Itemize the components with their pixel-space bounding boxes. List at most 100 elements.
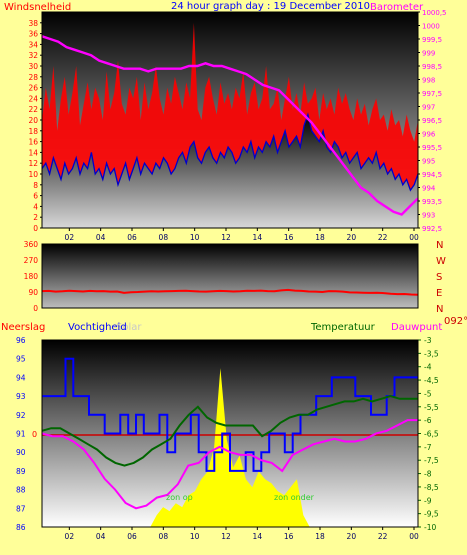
x-tick-label: 02 bbox=[65, 532, 75, 541]
direction-tick-label: 360 bbox=[24, 240, 39, 249]
barometer-tick-label: 998 bbox=[422, 77, 435, 85]
temperature-tick-label: -9,5 bbox=[424, 510, 439, 519]
panel-humidity-temperature: 86 87 88 89 90 91 92 93 94 95 96 -3 -3,5 -4 -4,5 -5 -5,5… bbox=[16, 336, 439, 541]
temperature-tick-label: -5,5 bbox=[424, 403, 439, 412]
barometer-tick-label: 996 bbox=[422, 131, 436, 139]
windspeed-tick-label: 22 bbox=[28, 105, 38, 114]
x-tick-label: 18 bbox=[315, 233, 325, 242]
compass-label: S bbox=[436, 272, 442, 283]
windspeed-tick-label: 30 bbox=[28, 62, 38, 71]
temperature-label: Temperatuur bbox=[310, 322, 376, 333]
direction-tick-label: 270 bbox=[24, 256, 39, 265]
temperature-tick-label: -7 bbox=[424, 443, 432, 452]
windspeed-tick-label: 10 bbox=[28, 170, 38, 179]
x-tick-label: 20 bbox=[347, 233, 357, 242]
windspeed-tick-label: 8 bbox=[33, 181, 38, 190]
humidity-label: Vochtigheid bbox=[68, 322, 127, 333]
x-tick-label: 16 bbox=[284, 532, 294, 541]
temperature-tick-label: -9 bbox=[424, 496, 432, 505]
humidity-tick-label: 86 bbox=[16, 523, 26, 532]
windspeed-axis-label: Windsnelheid bbox=[4, 2, 71, 13]
x-tick-label: 06 bbox=[127, 233, 137, 242]
compass-label: N bbox=[436, 304, 443, 315]
barometer-tick-label: 995,5 bbox=[422, 144, 442, 152]
plot-area-wind-direction bbox=[42, 244, 418, 308]
windspeed-tick-label: 14 bbox=[28, 148, 38, 157]
x-tick-label: 16 bbox=[284, 233, 294, 242]
barometer-tick-label: 997 bbox=[422, 104, 435, 112]
panel-wind-barometer: 02468101214161820222426283032343638992,5… bbox=[28, 9, 446, 242]
barometer-tick-label: 993 bbox=[422, 212, 435, 220]
windspeed-tick-label: 28 bbox=[28, 73, 38, 82]
barometer-tick-label: 999,5 bbox=[422, 36, 442, 44]
humidity-tick-label: 95 bbox=[16, 355, 26, 364]
barometer-tick-label: 997,5 bbox=[422, 90, 442, 98]
direction-tick-label: 0 bbox=[33, 304, 38, 313]
windspeed-tick-label: 32 bbox=[28, 51, 38, 60]
humidity-tick-label: 93 bbox=[16, 392, 26, 401]
barometer-tick-label: 993,5 bbox=[422, 198, 442, 206]
humidity-tick-label: 90 bbox=[16, 448, 26, 457]
windspeed-average-line bbox=[41, 112, 419, 192]
x-tick-label: 22 bbox=[378, 233, 388, 242]
x-tick-label: 04 bbox=[96, 532, 106, 541]
solar-area bbox=[42, 368, 418, 527]
x-tick-label: 14 bbox=[253, 532, 263, 541]
windspeed-lower-fill bbox=[42, 114, 418, 228]
barometer-tick-label: 998,5 bbox=[422, 63, 442, 71]
barometer-tick-label: 996,5 bbox=[422, 117, 442, 125]
temperature-tick-label: -10 bbox=[424, 523, 436, 532]
compass-label: N bbox=[436, 240, 443, 251]
x-tick-label: 02 bbox=[65, 233, 75, 242]
x-tick-label: 10 bbox=[190, 233, 200, 242]
humidity-tick-label: 94 bbox=[16, 373, 26, 382]
x-tick-label: 00 bbox=[409, 532, 419, 541]
temperature-tick-label: -8 bbox=[424, 470, 432, 479]
windspeed-tick-label: 38 bbox=[28, 19, 38, 28]
humidity-tick-label: 91 bbox=[16, 430, 26, 439]
barometer-tick-label: 994,5 bbox=[422, 171, 442, 179]
x-tick-label: 10 bbox=[190, 532, 200, 541]
dewpoint-line bbox=[41, 419, 418, 510]
windspeed-tick-label: 36 bbox=[28, 30, 38, 39]
wind-direction-readout: 092° bbox=[444, 316, 467, 327]
windspeed-tick-label: 20 bbox=[28, 116, 38, 125]
x-tick-label: 08 bbox=[159, 233, 169, 242]
plot-frame bbox=[41, 339, 419, 528]
humidity-tick-label: 92 bbox=[16, 411, 26, 420]
humidity-tick-label: 89 bbox=[16, 467, 26, 476]
windspeed-tick-label: 12 bbox=[28, 159, 38, 168]
temperature-tick-label: -7,5 bbox=[424, 456, 439, 465]
humidity-tick-label: 96 bbox=[16, 336, 26, 345]
windspeed-tick-label: 18 bbox=[28, 127, 38, 136]
barometer-axis-label: Barometer bbox=[370, 2, 424, 13]
windspeed-tick-label: 2 bbox=[33, 213, 38, 222]
x-tick-label: 22 bbox=[378, 532, 388, 541]
temperature-tick-label: -8,5 bbox=[424, 483, 439, 492]
barometer-line bbox=[41, 35, 419, 216]
temperature-tick-label: -3 bbox=[424, 336, 432, 345]
x-tick-label: 06 bbox=[127, 532, 137, 541]
x-tick-label: 00 bbox=[409, 233, 419, 242]
barometer-tick-label: 995 bbox=[422, 158, 435, 166]
rain-value: 0 bbox=[32, 430, 37, 439]
sunset-label: zon onder bbox=[274, 493, 315, 502]
temperature-tick-label: -5 bbox=[424, 389, 432, 398]
temperature-tick-label: -6,5 bbox=[424, 430, 439, 439]
windspeed-tick-label: 6 bbox=[33, 192, 38, 201]
temperature-tick-label: -4,5 bbox=[424, 376, 439, 385]
compass-label: W bbox=[436, 256, 446, 267]
barometer-tick-label: 994 bbox=[422, 185, 436, 193]
barometer-tick-label: 1000 bbox=[422, 23, 440, 31]
humidity-line bbox=[42, 357, 418, 472]
x-tick-label: 14 bbox=[253, 233, 263, 242]
direction-tick-label: 180 bbox=[24, 272, 39, 281]
x-tick-label: 12 bbox=[221, 532, 231, 541]
barometer-tick-label: 999 bbox=[422, 50, 435, 58]
windspeed-tick-label: 0 bbox=[33, 224, 38, 233]
temperature-tick-label: -3,5 bbox=[424, 349, 439, 358]
x-tick-label: 08 bbox=[159, 532, 169, 541]
x-tick-label: 12 bbox=[221, 233, 231, 242]
temperature-tick-label: -4 bbox=[424, 363, 432, 372]
